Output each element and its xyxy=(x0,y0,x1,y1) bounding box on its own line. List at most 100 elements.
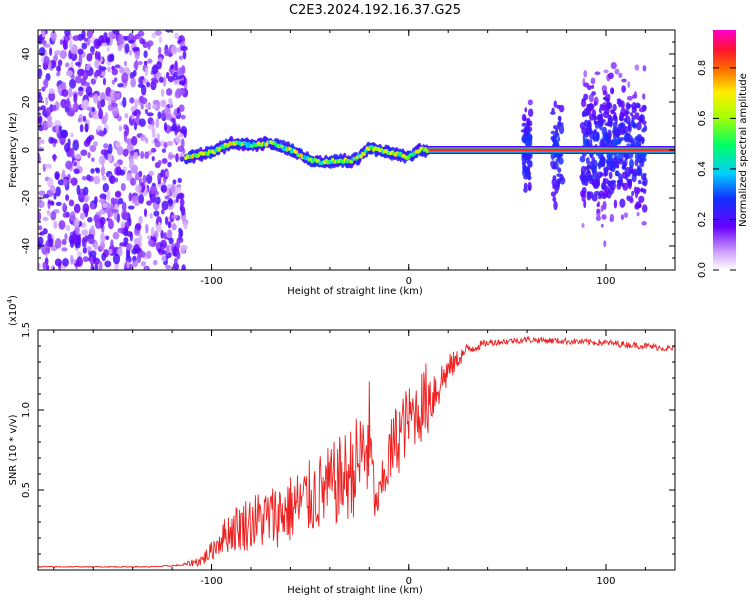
heatmap-cell xyxy=(151,156,155,162)
heatmap-cell xyxy=(586,164,591,170)
heatmap-cell xyxy=(166,187,170,198)
heatmap-cell xyxy=(134,172,140,181)
heatmap-cell xyxy=(44,163,53,169)
heatmap-cell xyxy=(104,260,112,268)
heatmap-cell xyxy=(627,179,632,190)
heatmap-cell xyxy=(100,149,108,156)
heatmap-cell xyxy=(528,185,532,191)
heatmap-cell xyxy=(120,221,126,229)
heatmap-cell xyxy=(89,144,97,153)
heatmap-cell xyxy=(105,95,110,102)
heatmap-cell xyxy=(164,195,170,200)
heatmap-cell xyxy=(178,133,184,138)
spectrogram-axes: -100 0 100 -40 -20 0 20 40 xyxy=(21,29,675,287)
heatmap-cell xyxy=(64,233,68,240)
x-tick-label: 100 xyxy=(596,276,615,287)
heatmap-cell xyxy=(111,105,119,117)
heatmap-cell xyxy=(618,180,622,185)
heatmap-cell xyxy=(640,174,647,181)
heatmap-cell xyxy=(123,213,129,221)
heatmap-cell xyxy=(75,241,81,249)
heatmap-cell xyxy=(114,177,119,183)
heatmap-cell xyxy=(144,103,151,109)
heatmap-cell xyxy=(638,195,645,203)
heatmap-cell xyxy=(59,129,68,139)
heatmap-cell xyxy=(179,204,184,212)
heatmap-cell xyxy=(143,50,148,58)
heatmap-cell xyxy=(631,120,635,128)
heatmap-cell xyxy=(102,202,108,208)
colorbar-tick-label: 0.6 xyxy=(697,110,708,126)
heatmap-cell xyxy=(94,263,99,270)
heatmap-cell xyxy=(626,195,631,201)
heatmap-cell xyxy=(118,125,123,132)
heatmap-cell xyxy=(90,46,95,54)
heatmap-cell xyxy=(104,36,111,43)
heatmap-cell xyxy=(38,46,46,57)
heatmap-cell xyxy=(599,139,606,148)
y-tick-label: 0 xyxy=(21,147,32,153)
heatmap-cell xyxy=(159,140,165,147)
heatmap-cell xyxy=(149,185,158,195)
heatmap-cell xyxy=(177,192,185,200)
heatmap-cell xyxy=(144,151,150,159)
heatmap-cell xyxy=(86,53,93,62)
heatmap-cell xyxy=(157,159,162,166)
heatmap-cell xyxy=(165,71,170,79)
colorbar: 0.0 0.2 0.4 0.6 0.8 Normalized spectral ampl… xyxy=(697,30,749,278)
heatmap-cell xyxy=(175,153,179,163)
colorbar-gradient xyxy=(713,30,736,270)
heatmap-cell xyxy=(43,43,51,48)
heatmap-cell xyxy=(69,211,76,222)
heatmap-cell xyxy=(65,62,70,68)
heatmap-cell xyxy=(631,190,635,196)
heatmap-cell xyxy=(68,199,75,207)
heatmap-cell xyxy=(623,134,627,141)
heatmap-cell xyxy=(128,39,135,44)
heatmap-cell xyxy=(156,133,160,141)
heatmap-cell xyxy=(588,174,592,182)
heatmap-cell xyxy=(634,112,640,118)
heatmap-cell xyxy=(585,172,589,181)
heatmap-cell xyxy=(65,97,70,109)
heatmap-cell xyxy=(47,177,54,188)
heatmap-cell xyxy=(114,64,121,69)
heatmap-cell xyxy=(134,200,139,207)
heatmap-cell xyxy=(583,199,587,209)
heatmap-cell xyxy=(74,75,82,84)
heatmap-cell xyxy=(586,104,592,111)
heatmap-cell xyxy=(161,148,166,153)
heatmap-cell xyxy=(146,200,152,206)
heatmap-cell xyxy=(602,111,610,119)
heatmap-cell xyxy=(138,118,146,127)
heatmap-cell xyxy=(153,79,159,84)
heatmap-cell xyxy=(143,208,148,218)
heatmap-cell xyxy=(116,146,124,156)
heatmap-cell xyxy=(115,141,121,149)
heatmap-cell xyxy=(103,143,109,149)
x-tick-label: 100 xyxy=(596,576,615,587)
heatmap-cell xyxy=(635,121,642,131)
heatmap-cell xyxy=(62,212,68,218)
heatmap-cell xyxy=(117,34,124,46)
heatmap-cell xyxy=(172,179,177,185)
heatmap-cell xyxy=(522,162,526,171)
heatmap-cell xyxy=(610,109,615,115)
heatmap-cell xyxy=(131,135,138,146)
heatmap-cell xyxy=(146,112,154,117)
heatmap-cell xyxy=(93,114,100,120)
heatmap-cell xyxy=(625,110,630,115)
heatmap-cell xyxy=(641,204,648,213)
heatmap-cell xyxy=(621,165,626,170)
heatmap-cell xyxy=(62,257,69,267)
heatmap-cell xyxy=(154,141,161,148)
heatmap-cell xyxy=(165,88,173,96)
heatmap-cell xyxy=(613,111,617,120)
heatmap-cell xyxy=(580,99,587,108)
colorbar-tick-label: 0.2 xyxy=(697,212,708,228)
heatmap-cell xyxy=(163,232,167,240)
heatmap-cell xyxy=(157,111,162,120)
colorbar-tick-label: 0.0 xyxy=(697,262,708,278)
heatmap-cell xyxy=(60,98,68,109)
